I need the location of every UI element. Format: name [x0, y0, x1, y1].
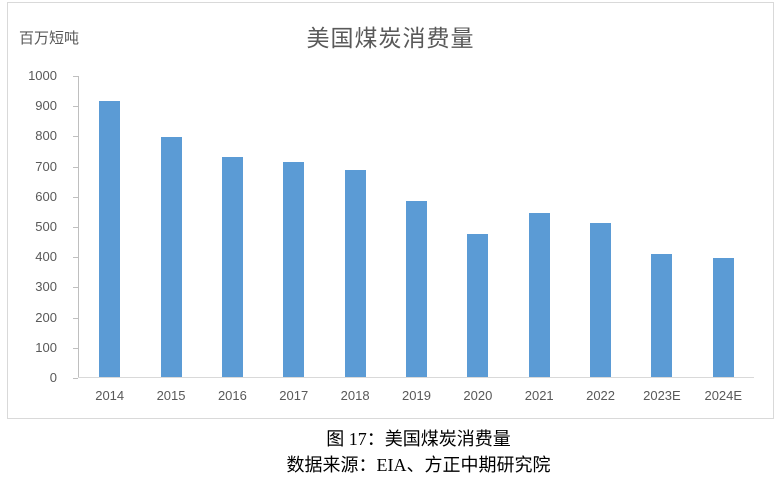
y-axis-unit-label: 百万短吨 [19, 30, 80, 47]
x-axis-labels: 2014 2015 2016 2017 2018 2019 2020 2021 2022 2023… [79, 388, 754, 403]
x-tick-label: 2018 [340, 388, 370, 403]
y-tick-label: 1000 [28, 68, 57, 83]
y-axis-tick [73, 287, 78, 288]
bar-2019 [405, 201, 427, 378]
bar-slot [386, 76, 447, 378]
y-tick-label: 0 [49, 370, 57, 385]
plot-area: 2014 2015 2016 2017 2018 2019 2020 2021 2022 2023… [28, 68, 754, 403]
y-tick-label: 200 [35, 310, 57, 325]
bar-2022 [590, 223, 612, 378]
x-tick-label: 2022 [586, 388, 616, 403]
bar-2023E [651, 254, 673, 378]
x-tick-label: 2016 [217, 388, 247, 403]
bar-slot [324, 76, 385, 378]
bar-2024E [712, 258, 734, 378]
x-tick-label: 2015 [156, 388, 186, 403]
y-axis-tick [73, 136, 78, 137]
bar-slot [570, 76, 631, 378]
y-tick-label: 700 [35, 159, 57, 174]
figure-caption: 图 17：美国煤炭消费量 数据来源：EIA、方正中期研究院 [0, 424, 781, 478]
y-axis-tick [73, 167, 78, 168]
y-tick-label: 500 [35, 219, 57, 234]
bar-slot [140, 76, 201, 378]
y-axis-tick [73, 378, 78, 379]
data-source: 数据来源：EIA、方正中期研究院 [286, 455, 551, 475]
x-tick-label: 2014 [95, 388, 125, 403]
y-axis-tick [73, 318, 78, 319]
y-axis-line [78, 76, 79, 378]
x-tick-label: 2023E [643, 388, 681, 403]
bar-2020 [467, 234, 489, 378]
y-axis-tick [73, 197, 78, 198]
x-tick-label: 2021 [524, 388, 554, 403]
bar-slot [79, 76, 140, 378]
bar-2018 [344, 170, 366, 378]
bar-slot [202, 76, 263, 378]
y-tick-label: 800 [35, 128, 57, 143]
bar-slot [447, 76, 508, 378]
chart-container: 百万短吨 美国煤炭消费量 2014 2015 2016 2017 2018 2019 202… [7, 2, 774, 419]
bar-2016 [221, 157, 243, 378]
x-tick-label: 2024E [704, 388, 743, 403]
y-tick-label: 300 [35, 279, 57, 294]
bar-slot [631, 76, 692, 378]
y-tick-label: 900 [35, 98, 57, 113]
bar-slot [509, 76, 570, 378]
y-tick-label: 400 [35, 249, 57, 264]
y-axis-tick [73, 76, 78, 77]
y-axis-tick [73, 227, 78, 228]
bar-2021 [528, 213, 550, 378]
x-tick-label: 2020 [463, 388, 493, 403]
y-axis-tick [73, 257, 78, 258]
x-tick-label: 2017 [279, 388, 309, 403]
chart-title: 美国煤炭消费量 [306, 25, 475, 51]
bars-group [79, 76, 754, 378]
bar-slot [263, 76, 324, 378]
bar-2017 [283, 162, 305, 378]
x-axis-line [78, 377, 754, 378]
bar-slot [693, 76, 754, 378]
y-tick-label: 100 [35, 340, 57, 355]
y-tick-label: 600 [35, 189, 57, 204]
y-axis-tick [73, 348, 78, 349]
x-tick-label: 2019 [402, 388, 431, 403]
figure-label: 图 17：美国煤炭消费量 [326, 429, 511, 449]
bar-2015 [160, 137, 182, 378]
bar-2014 [99, 101, 121, 378]
y-axis-tick [73, 106, 78, 107]
